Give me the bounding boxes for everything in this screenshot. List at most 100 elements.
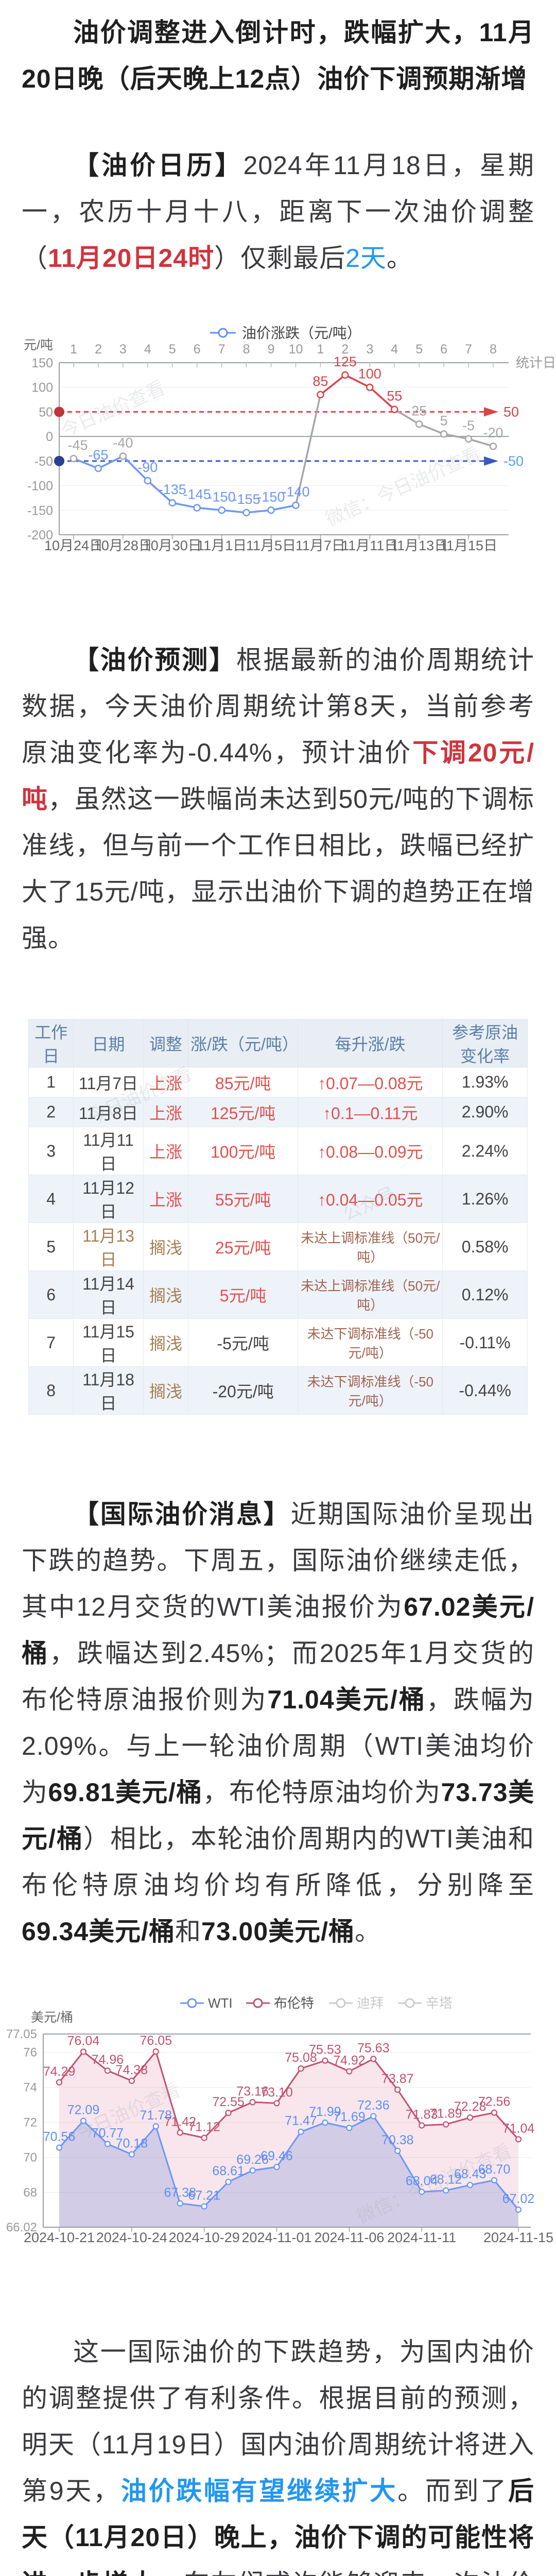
svg-text:4: 4 — [391, 342, 398, 357]
chart2-value-label: 75.53 — [309, 2043, 341, 2057]
svg-text:2024-11-15: 2024-11-15 — [483, 2230, 553, 2245]
chart2-value-label: 76.05 — [140, 2033, 172, 2048]
svg-text:-50: -50 — [34, 454, 53, 469]
text-segment: 【国际油价消息】 — [73, 1500, 291, 1529]
table-cell: 上涨 — [143, 1127, 189, 1175]
chart2-value-label: 72.55 — [212, 2095, 245, 2109]
table-cell: 11月7日 — [73, 1067, 144, 1097]
chart1-value-label: 5 — [440, 413, 448, 428]
chart2-value-label: 68.12 — [430, 2173, 462, 2187]
table-cell: 125元/吨 — [188, 1097, 299, 1127]
svg-text:2: 2 — [95, 342, 102, 357]
svg-text:2: 2 — [341, 342, 349, 357]
svg-text:10月24日: 10月24日 — [44, 538, 103, 553]
svg-text:-150: -150 — [27, 503, 53, 518]
chart2-value-label: 74.38 — [116, 2063, 148, 2077]
text-segment: 近期国际油价呈现出下跌的趋势。下周五，国际油价继续走低，其中12月交货的WTI美… — [22, 1500, 534, 1621]
text-segment: 69.81美元/桶 — [48, 1778, 203, 1807]
table-cell: ↑0.07—0.08元 — [298, 1067, 443, 1097]
svg-text:72: 72 — [23, 2116, 37, 2130]
svg-text:70: 70 — [23, 2151, 37, 2165]
svg-text:68: 68 — [23, 2186, 37, 2200]
table-cell: 8 — [28, 1366, 74, 1415]
international-oil-chart: WTI 布伦特 迪拜 辛塔 美元/桶 77.05 76 74 72 70 68 66.02 2024-1… — [0, 1984, 556, 2262]
table-cell: 25元/吨 — [188, 1223, 299, 1271]
table-row: 4 11月12日 上涨 55元/吨 ↑0.04—0.05元 1.26% — [28, 1175, 528, 1223]
svg-text:8: 8 — [243, 342, 250, 357]
chart2-value-label: 74.29 — [43, 2064, 76, 2079]
table-cell: 5元/吨 — [188, 1270, 299, 1319]
chart2-value-label: 71.78 — [140, 2108, 172, 2123]
chart2-value-label: 67.02 — [502, 2192, 535, 2206]
chart1-value-label: 55 — [387, 388, 402, 404]
table-header-row: 工作日 日期 调整 涨/跌（元/吨） 每升涨/跌 参考原油变化率 — [28, 1019, 528, 1067]
table-cell: 上涨 — [143, 1097, 189, 1127]
text-segment: ）相比，本轮油价周期内的WTI美油和布伦特原油均价均有所降低，分别降至 — [22, 1824, 534, 1900]
table-cell: 2.90% — [442, 1097, 528, 1127]
svg-text:3: 3 — [366, 342, 373, 357]
chart2-value-label: 74.92 — [333, 2053, 366, 2067]
chart2-value-label: 68.70 — [478, 2162, 511, 2177]
forecast-paragraph: 【油价预测】根据最新的油价周期统计数据，今天油价周期统计第8天，当前参考原油变化… — [22, 637, 534, 961]
table-row: 6 11月14日 搁浅 5元/吨 未达上调标准线（50元/吨） 0.12% — [28, 1270, 528, 1319]
text-segment: ，虽然这一跌幅尚未达到50元/吨的下调标准线，但与前一个工作日相比，跌幅已经扩大… — [22, 785, 534, 953]
table-cell: 6 — [28, 1270, 74, 1319]
article: 油价调整进入倒计时，跌幅扩大，11月20日晚（后天晚上12点）油价下调预期渐增 … — [0, 9, 556, 2576]
chart2-value-label: 75.08 — [285, 2050, 317, 2065]
svg-text:2024-11-01: 2024-11-01 — [241, 2230, 311, 2245]
text-segment: ）仅剩最后 — [214, 244, 346, 273]
svg-text:66.02: 66.02 — [6, 2221, 37, 2234]
table-header-cell: 涨/跌（元/吨） — [188, 1019, 299, 1067]
svg-text:-200: -200 — [27, 528, 53, 543]
table-body: 1 11月7日 上涨 85元/吨 ↑0.07—0.08元 1.93% 2 11月8日 上涨 125… — [28, 1067, 528, 1415]
svg-text:8: 8 — [490, 342, 497, 357]
chart1-value-label: -135 — [159, 482, 186, 497]
chart2-legend-label: 迪拜 — [357, 1995, 384, 2011]
chart1-value-label: -5 — [462, 418, 475, 433]
svg-text:4: 4 — [144, 342, 151, 357]
text-segment: ，跌幅达到2.45%；而2025年1月交货的布伦特原油报价则为 — [22, 1639, 534, 1714]
chart1-value-label: -40 — [113, 435, 133, 450]
chart1-value-label: 25 — [411, 403, 427, 418]
table-cell: 搁浅 — [143, 1318, 189, 1367]
chart2-value-label: 73.10 — [260, 2085, 293, 2099]
table-header-cell: 工作日 — [28, 1019, 74, 1067]
chart1-value-label: -90 — [137, 460, 158, 475]
table-row: 5 11月13日 搁浅 25元/吨 未达上调标准线（50元/吨） 0.58% — [28, 1223, 528, 1271]
chart2-value-label: 69.26 — [236, 2153, 269, 2167]
table-cell: 85元/吨 — [188, 1067, 299, 1097]
price-adjustment-table: 工作日 日期 调整 涨/跌（元/吨） 每升涨/跌 参考原油变化率 1 11月7日 上涨 85元/… — [28, 1019, 528, 1415]
svg-text:11月13日: 11月13日 — [390, 538, 448, 553]
svg-text:1: 1 — [317, 342, 324, 357]
chart1-unit-label: 元/吨 — [24, 338, 53, 352]
chart2-value-label: 71.69 — [333, 2110, 366, 2124]
svg-text:150: 150 — [31, 356, 53, 370]
chart2-line-WTI — [58, 2115, 519, 2210]
price-adjustment-table-wrap: 工作日 日期 调整 涨/跌（元/吨） 每升涨/跌 参考原油变化率 1 11月7日 上涨 85元/… — [22, 1019, 534, 1415]
table-cell: 100元/吨 — [188, 1127, 299, 1175]
table-cell: 0.58% — [442, 1223, 528, 1271]
svg-text:100: 100 — [31, 381, 53, 395]
table-cell: -0.44% — [442, 1366, 528, 1415]
chart2-value-label: 72.36 — [357, 2098, 390, 2112]
chart2-value-label: 70.56 — [43, 2130, 76, 2144]
calendar-paragraph: 【油价日历】2024年11月18日，星期一，农历十月十八，距离下一次油价调整（1… — [22, 142, 534, 281]
table-cell: -0.11% — [442, 1318, 528, 1367]
oil-price-change-chart: 油价涨跌（元/吨） 元/吨 150 100 50 0 -50 -100 -150 -200 1 2 3 4… — [0, 317, 556, 585]
chart2-legend-label: WTI — [208, 1995, 233, 2011]
text-segment: 和 — [175, 1917, 202, 1946]
svg-text:6: 6 — [440, 342, 447, 357]
chart2-line-布伦特 — [58, 2050, 519, 2140]
chart1-value-label: -155 — [233, 492, 260, 507]
svg-text:2024-11-06: 2024-11-06 — [314, 2230, 384, 2245]
chart2-value-label: 72.28 — [454, 2099, 486, 2114]
table-cell: 1.26% — [442, 1175, 528, 1223]
table-cell: -5元/吨 — [188, 1318, 299, 1367]
text-segment: 【油价预测】 — [73, 646, 236, 674]
table-cell: 搁浅 — [143, 1223, 189, 1271]
text-segment: 下调20元/吨 — [22, 738, 534, 814]
text-segment: 73.00美元/桶 — [201, 1917, 355, 1946]
table-cell: 7 — [28, 1318, 74, 1367]
svg-text:11月7日: 11月7日 — [296, 538, 345, 553]
table-head: 工作日 日期 调整 涨/跌（元/吨） 每升涨/跌 参考原油变化率 — [28, 1019, 528, 1067]
